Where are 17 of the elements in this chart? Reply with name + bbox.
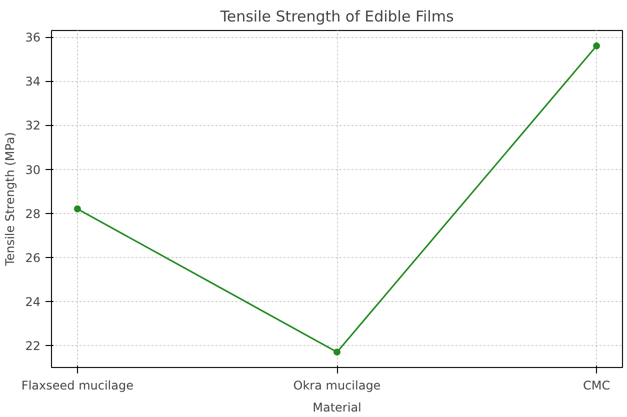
y-tick-label: 24 <box>25 294 41 309</box>
x-tick-label: Flaxseed mucilage <box>21 378 134 392</box>
point <box>593 42 600 50</box>
y-tick-label: 22 <box>25 338 41 353</box>
x-tick-label: Okra mucilage <box>293 378 381 392</box>
point <box>74 205 81 212</box>
x-axis-title: Material <box>312 400 362 414</box>
y-tick-label: 32 <box>25 118 41 133</box>
y-axis-title: Tensile Strength (MPa) <box>3 132 18 267</box>
x-tick-label: CMC <box>582 378 610 392</box>
y-tick-label: 36 <box>25 30 41 45</box>
y-tick-label: 26 <box>25 250 41 265</box>
chart-title: Tensile Strength of Edible Films <box>219 8 454 26</box>
y-tick-label: 34 <box>25 74 41 89</box>
y-tick-label: 28 <box>25 206 41 221</box>
y-tick-label: 30 <box>25 162 41 177</box>
point <box>334 348 340 356</box>
